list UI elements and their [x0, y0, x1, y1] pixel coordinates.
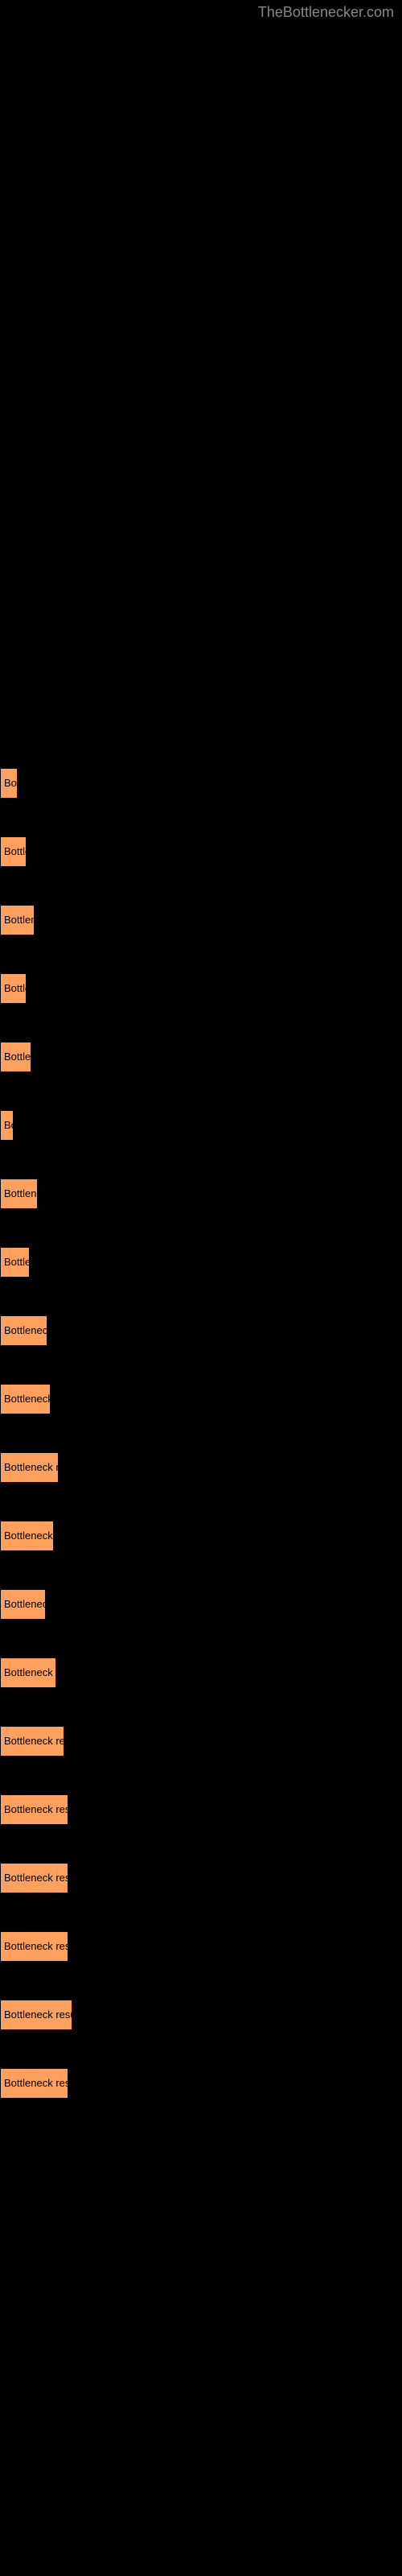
chart-bar: Bottleneck result [0, 1726, 64, 1757]
chart-bar: Bottle [0, 836, 27, 867]
bar-row: Bottle [0, 817, 402, 886]
bar-row: Bottle [0, 954, 402, 1022]
bar-row: Bottleneck result [0, 1912, 402, 1980]
bar-row: Bo [0, 1091, 402, 1159]
bar-row: Bottleneck result [0, 1433, 402, 1501]
chart-bar: Bottle [0, 973, 27, 1004]
bar-row: Bottleneck res [0, 1364, 402, 1433]
bar-row: Bottleneck r [0, 1570, 402, 1638]
chart-bar: Bottleneck result [0, 1931, 68, 1962]
chart-bar: Bottleneck result [0, 1863, 68, 1893]
bar-row: Bottleneck result [0, 1638, 402, 1707]
watermark-text: TheBottlenecker.com [258, 4, 394, 21]
bar-row: Bottleneck result [0, 1843, 402, 1912]
bar-row: Bottleneck result [0, 1707, 402, 1775]
bar-row: Bottleneck result [0, 1980, 402, 2049]
chart-bar: Bottlene [0, 905, 35, 935]
chart-bar: Bottleneck result [0, 1452, 59, 1483]
chart-bar: Bo [0, 768, 18, 799]
chart-bar: Bottleneck result [0, 1794, 68, 1825]
chart-bar: Bo [0, 1110, 14, 1141]
chart-bar: Bottleneck res [0, 1384, 51, 1414]
bar-row: Bottleneck result [0, 1775, 402, 1843]
chart-bar: Bottleneck re [0, 1315, 47, 1346]
chart-bar: Bottleneck resu [0, 1521, 54, 1551]
chart-bar: Bottlen [0, 1042, 31, 1072]
chart-bar: Bottleneck result [0, 1657, 56, 1688]
chart-bar: Bottlene [0, 1179, 38, 1209]
bar-row: Bottleneck resu [0, 1501, 402, 1570]
bar-row: Bo [0, 749, 402, 817]
bar-row: Bottlen [0, 1022, 402, 1091]
chart-bar: Bottleneck result [0, 2068, 68, 2099]
chart-bar: Bottleneck result [0, 2000, 72, 2030]
bar-row: Bottlene [0, 1159, 402, 1228]
bar-chart: Bo Bottle Bottlene Bottle Bottlen Bo Bot… [0, 749, 402, 2117]
bar-row: Bottlene [0, 886, 402, 954]
chart-bar: Bottle [0, 1247, 30, 1278]
chart-bar: Bottleneck r [0, 1589, 46, 1620]
bar-row: Bottleneck re [0, 1296, 402, 1364]
bar-row: Bottleneck result [0, 2049, 402, 2117]
bar-row: Bottle [0, 1228, 402, 1296]
